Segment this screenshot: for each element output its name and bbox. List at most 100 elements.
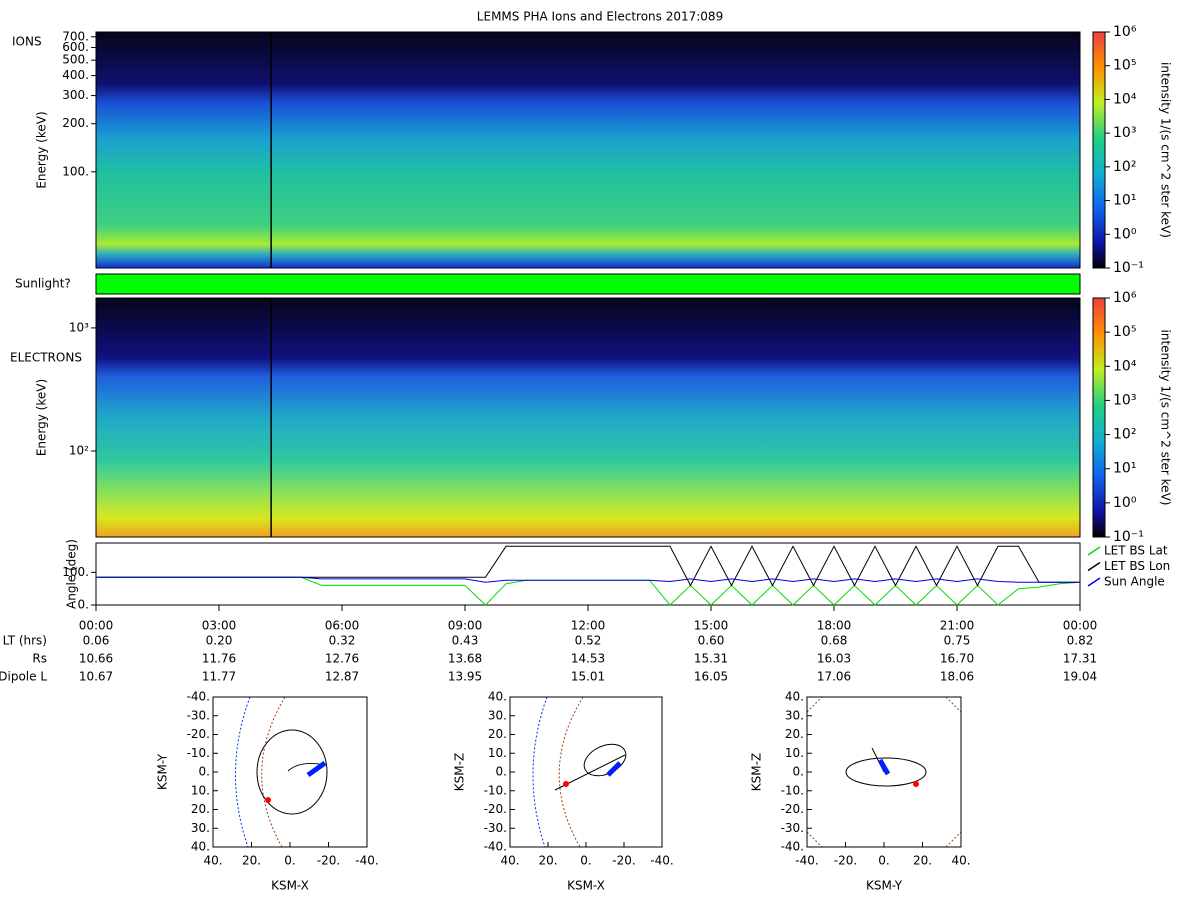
legend-label: Sun Angle (1104, 575, 1165, 589)
spectrogram (96, 32, 1080, 268)
ephemeris-value: 13.95 (448, 670, 482, 684)
ephemeris-value: 16.05 (694, 670, 728, 684)
y-tick-label: 30. (785, 708, 804, 722)
y-tick-label: 20. (191, 802, 210, 816)
x-tick-label: 12:00 (571, 619, 606, 633)
y-tick-label: 100. (62, 565, 89, 579)
y-axis-label: Angle (deg) (65, 539, 79, 609)
frame (212, 696, 368, 848)
ephemeris-value: 13.68 (448, 652, 482, 666)
sunlight-bar (95, 273, 1081, 295)
colorbar-label: intensity 1/(s cm^2 ster keV) (1159, 62, 1173, 238)
y-tick-label: -40. (484, 840, 507, 854)
colorbar-tick-label: 10⁵ (1113, 58, 1136, 74)
y-tick-label: 0. (78, 598, 89, 612)
colorbar-tick-label: 10¹ (1113, 193, 1136, 209)
x-tick-label: -20. (834, 854, 857, 868)
y-tick-label: 10² (69, 443, 89, 457)
title: LEMMS PHA Ions and Electrons 2017:089 (477, 10, 723, 24)
ephemeris-value: 0.60 (698, 634, 725, 648)
y-tick-label: -20. (781, 802, 804, 816)
ephemeris-value: 18.06 (940, 670, 974, 684)
ephemeris-value: 16.70 (940, 652, 974, 666)
y-axis-label: Energy (keV) (35, 379, 49, 456)
ephemeris-value: 0.32 (329, 634, 356, 648)
ephemeris-value: 12.87 (325, 670, 359, 684)
ephemeris-value: 0.20 (206, 634, 233, 648)
x-tick-label: 00:00 (79, 619, 114, 633)
x-axis-label: KSM-Y (866, 879, 903, 893)
y-tick-label: -30. (781, 821, 804, 835)
colorbar-tick-label: 10² (1113, 427, 1136, 443)
x-tick-label: 15:00 (694, 619, 729, 633)
x-axis-label: KSM-X (271, 879, 309, 893)
ephemeris-value: 11.76 (202, 652, 236, 666)
legend-swatch (1087, 561, 1101, 572)
y-tick-label: -30. (187, 708, 210, 722)
y-tick-label: 200. (62, 116, 89, 130)
colorbar-tick-label: 10⁰ (1113, 226, 1137, 242)
frame (95, 297, 1081, 538)
colorbar-tick-label: 10³ (1113, 392, 1136, 408)
colorbar (1092, 297, 1106, 538)
ephemeris-value: 10.66 (79, 652, 113, 666)
ephemeris-value: 17.31 (1063, 652, 1097, 666)
ephemeris-value: 16.03 (817, 652, 851, 666)
orbit-art-1 (235, 696, 328, 848)
y-tick-label: -40. (187, 690, 210, 704)
y-tick-label: -20. (187, 727, 210, 741)
ephemeris-value: 15.31 (694, 652, 728, 666)
y-tick-label: 700. (62, 29, 89, 43)
y-tick-label: 600. (62, 40, 89, 54)
x-tick-label: -40. (795, 854, 818, 868)
y-axis-label: KSM-Y (156, 753, 170, 790)
ephemeris-value: 11.77 (202, 670, 236, 684)
y-tick-label: 0. (199, 765, 210, 779)
y-tick-label: 40. (488, 690, 507, 704)
x-tick-label: -20. (612, 854, 635, 868)
x-tick-label: 0. (580, 854, 591, 868)
x-tick-label: 06:00 (325, 619, 360, 633)
y-tick-label: 10³ (69, 320, 89, 334)
colorbar-label: intensity 1/(s cm^2 ster keV) (1159, 330, 1173, 506)
x-tick-label: 20. (913, 854, 932, 868)
colorbar-tick-label: 10² (1113, 159, 1136, 175)
series-line (96, 576, 1080, 583)
x-tick-label: -40. (650, 854, 673, 868)
x-tick-label: 40. (500, 854, 519, 868)
y-tick-label: -20. (484, 802, 507, 816)
y-tick-label: -10. (187, 746, 210, 760)
panel-label: IONS (12, 35, 42, 49)
ephemeris-value: 17.06 (817, 670, 851, 684)
orbit-art-2 (532, 696, 627, 848)
y-tick-label: 10. (785, 746, 804, 760)
y-tick-label: 20. (785, 727, 804, 741)
x-tick-label: 0. (878, 854, 889, 868)
ephemeris-value: 12.76 (325, 652, 359, 666)
x-tick-label: 18:00 (817, 619, 852, 633)
ephemeris-value: 0.52 (575, 634, 602, 648)
x-tick-label: 0. (284, 854, 295, 868)
y-tick-label: 30. (488, 708, 507, 722)
frame (95, 542, 1081, 606)
y-tick-label: -10. (781, 783, 804, 797)
ephemeris-value: 15.01 (571, 670, 605, 684)
orbit-art-3 (806, 696, 962, 848)
ephemeris-value: 10.67 (79, 670, 113, 684)
x-tick-label: 09:00 (448, 619, 483, 633)
ephemeris-label: LT (hrs) (3, 634, 47, 648)
colorbar-tick-label: 10⁰ (1113, 495, 1137, 511)
x-tick-label: -40. (355, 854, 378, 868)
y-tick-label: -10. (484, 783, 507, 797)
legend-label: LET BS Lon (1104, 559, 1170, 573)
colorbar (1092, 31, 1106, 269)
y-tick-label: 300. (62, 88, 89, 102)
panel-label: ELECTRONS (10, 351, 82, 365)
legend-swatch (1087, 577, 1101, 587)
ephemeris-value: 0.06 (83, 634, 110, 648)
x-tick-label: 21:00 (940, 619, 975, 633)
x-tick-label: 20. (538, 854, 557, 868)
spectrogram (96, 298, 1080, 537)
colorbar-tick-label: 10¹ (1113, 461, 1136, 477)
